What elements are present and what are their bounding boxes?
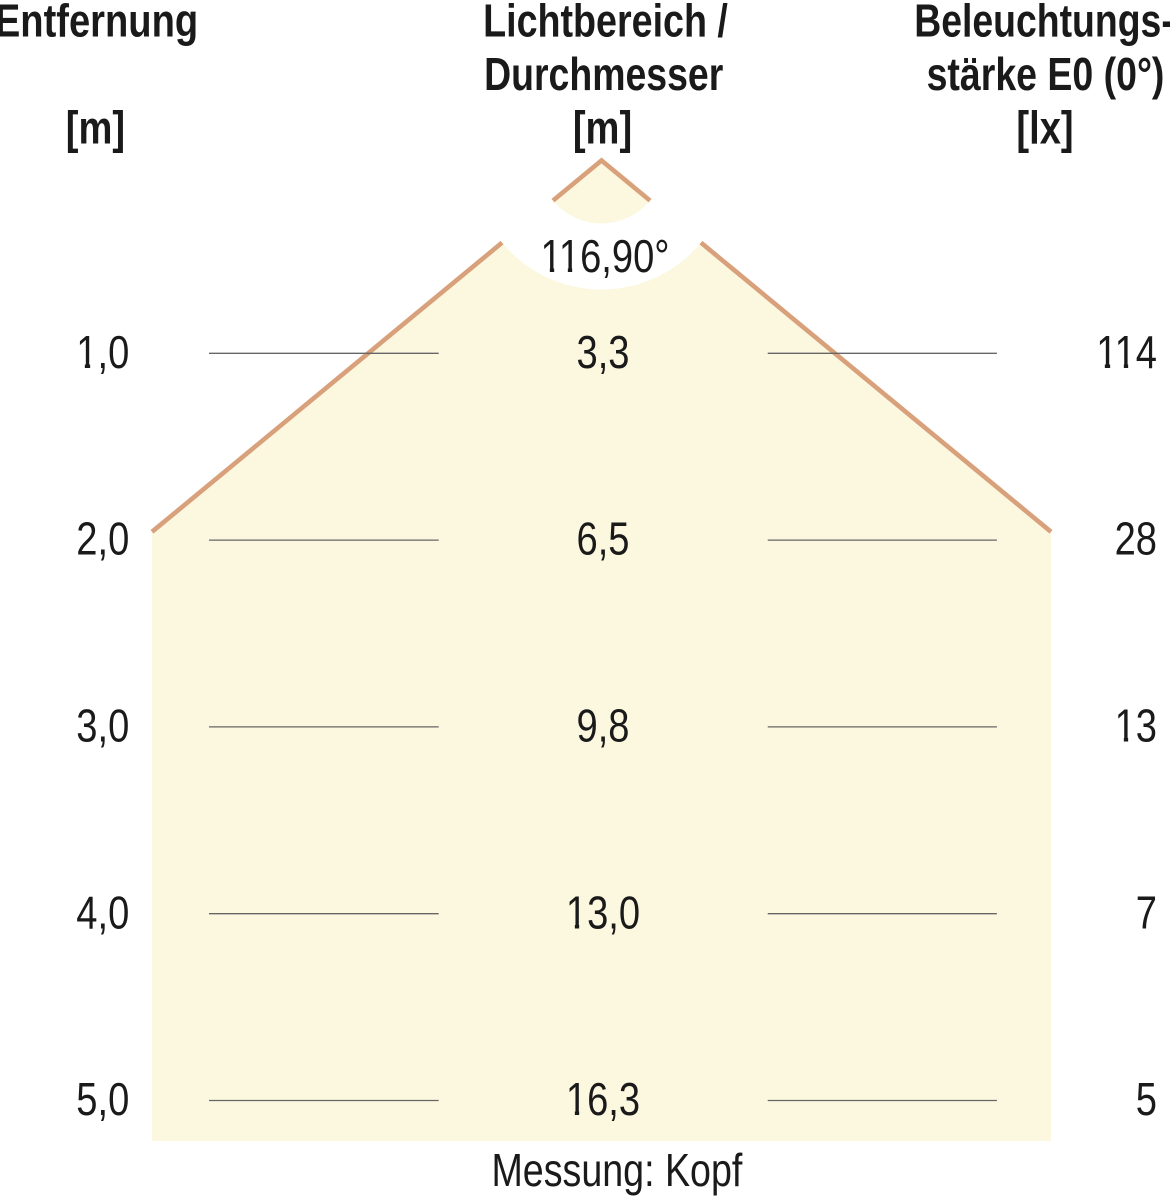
- svg-text:Durchmesser: Durchmesser: [484, 48, 723, 100]
- svg-text:[lx]: [lx]: [1016, 103, 1073, 154]
- svg-text:13,0: 13,0: [566, 888, 640, 939]
- svg-text:28: 28: [1115, 514, 1157, 565]
- svg-text:3,3: 3,3: [576, 327, 629, 378]
- svg-text:6,5: 6,5: [576, 514, 629, 565]
- svg-text:4,0: 4,0: [76, 888, 129, 939]
- svg-text:3,0: 3,0: [76, 701, 129, 752]
- svg-text:114: 114: [1096, 327, 1157, 378]
- svg-text:5,0: 5,0: [76, 1075, 129, 1126]
- svg-text:Entfernung: Entfernung: [0, 0, 198, 47]
- svg-text:[m]: [m]: [66, 103, 125, 154]
- svg-text:9,8: 9,8: [576, 701, 629, 752]
- svg-text:stärke E0 (0°): stärke E0 (0°): [927, 48, 1165, 100]
- svg-text:5: 5: [1136, 1075, 1157, 1126]
- svg-text:1,0: 1,0: [76, 327, 129, 378]
- svg-text:[m]: [m]: [573, 103, 632, 154]
- svg-text:2,0: 2,0: [76, 514, 129, 565]
- svg-text:16,3: 16,3: [566, 1075, 640, 1126]
- svg-text:13: 13: [1115, 701, 1157, 752]
- svg-text:7: 7: [1136, 888, 1157, 939]
- svg-text:Beleuchtungs-: Beleuchtungs-: [914, 0, 1170, 46]
- svg-text:Messung: Kopf: Messung: Kopf: [491, 1144, 742, 1196]
- svg-text:116,90°: 116,90°: [540, 232, 669, 283]
- svg-text:Lichtbereich /: Lichtbereich /: [483, 0, 728, 46]
